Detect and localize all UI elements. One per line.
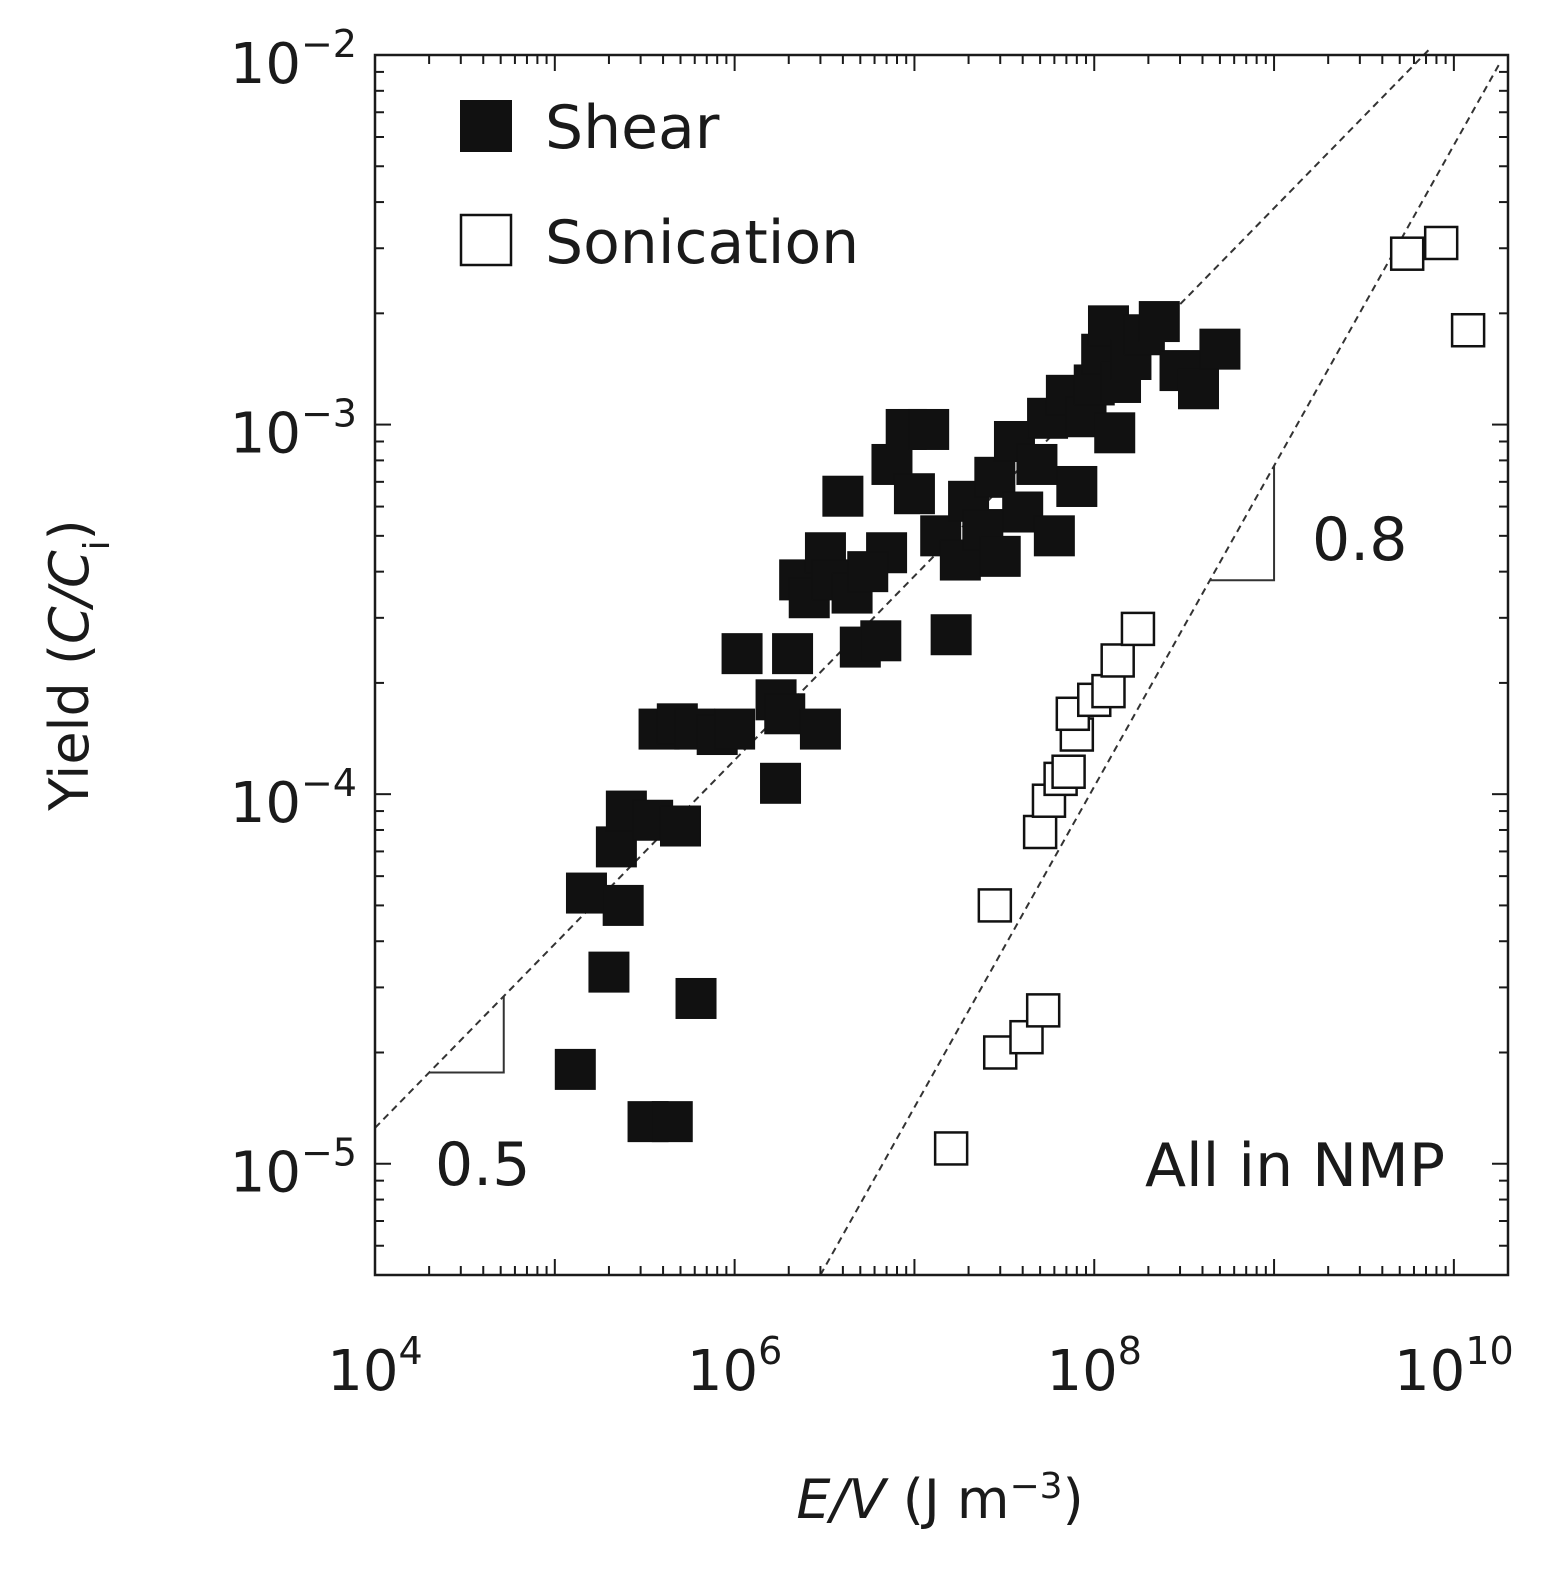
shear-point-2 xyxy=(588,951,630,993)
shear-point-49 xyxy=(1056,465,1098,507)
y-axis-title: Yield (C/Ci) xyxy=(38,519,118,812)
y-tick-label: 10−4 xyxy=(230,761,357,836)
fit-line-0.5 xyxy=(374,46,1433,1129)
shear-point-29 xyxy=(860,620,902,662)
x-tick-label: 1010 xyxy=(1394,1329,1514,1404)
y-tick-label: 10−2 xyxy=(230,22,357,97)
sonication-point-17 xyxy=(1450,312,1486,348)
shear-point-9 xyxy=(659,805,701,847)
legend-shear-label: Shear xyxy=(545,93,720,163)
x-axis-title: E/V (J m−3) xyxy=(796,1466,1083,1532)
x-tick-label: 108 xyxy=(1047,1329,1142,1404)
plot-frame xyxy=(373,53,1510,1277)
y-tick-label: 10−5 xyxy=(230,1131,357,1206)
sonication-point-16 xyxy=(1423,225,1459,261)
x-tick-label: 104 xyxy=(327,1329,422,1404)
shear-point-35 xyxy=(893,473,935,515)
shear-point-45 xyxy=(1016,443,1058,485)
shear-point-47 xyxy=(1033,515,1075,557)
shear-point-15 xyxy=(714,708,756,750)
y-tick-label: 10−3 xyxy=(230,392,357,467)
shear-point-32 xyxy=(871,443,913,485)
shear-point-19 xyxy=(764,693,806,735)
sonication-point-15 xyxy=(1389,236,1425,271)
shear-point-60 xyxy=(1177,368,1219,410)
shear-point-0 xyxy=(554,1048,596,1090)
x-tick-label: 106 xyxy=(687,1329,782,1404)
sonication-point-0 xyxy=(933,1131,969,1166)
shear-point-10 xyxy=(675,977,717,1019)
fit-lines xyxy=(374,46,1501,1276)
slope-triangle-0-8 xyxy=(1209,465,1276,582)
sonication-point-4 xyxy=(1025,993,1061,1028)
shear-point-25 xyxy=(822,475,864,517)
shear-point-61 xyxy=(1199,328,1241,370)
shear-point-41 xyxy=(974,456,1016,498)
shear-point-16 xyxy=(721,633,763,675)
data-markers xyxy=(554,225,1486,1166)
annotation-all-in-nmp: All in NMP xyxy=(1145,1131,1445,1201)
shear-point-8 xyxy=(651,1101,693,1143)
legend-shear-marker xyxy=(460,100,512,152)
shear-point-3 xyxy=(595,826,637,868)
shear-point-37 xyxy=(930,614,972,656)
shear-point-31 xyxy=(847,551,889,593)
fit-line-0.8 xyxy=(819,62,1501,1276)
slope-triangle-0-5 xyxy=(429,996,505,1074)
tick-labels: 104 106 108 1010 10−2 10−3 10−4 10−5 xyxy=(230,22,1514,1404)
sonication-point-12 xyxy=(1091,673,1126,709)
sonication-point-5 xyxy=(1022,814,1058,850)
axis-ticks xyxy=(374,54,1509,1275)
legend-sonication-marker xyxy=(459,213,513,267)
shear-point-20 xyxy=(772,633,814,675)
shear-point-58 xyxy=(1138,301,1180,343)
shear-point-42 xyxy=(979,535,1021,577)
sonication-point-1 xyxy=(977,888,1013,923)
slope-triangles xyxy=(429,465,1276,1074)
sonication-point-13 xyxy=(1100,643,1135,678)
shear-point-17 xyxy=(760,762,802,804)
shear-point-5 xyxy=(602,884,644,926)
sonication-point-14 xyxy=(1120,611,1156,647)
sonication-point-8 xyxy=(1051,754,1086,789)
shear-point-21 xyxy=(799,708,841,750)
slope-label-0-8: 0.8 xyxy=(1312,505,1407,575)
shear-point-1 xyxy=(565,872,607,914)
legend-sonication-label: Sonication xyxy=(545,208,859,278)
slope-label-0-5: 0.5 xyxy=(435,1130,530,1200)
shear-point-54 xyxy=(1094,412,1136,454)
shear-point-34 xyxy=(908,408,950,450)
legend: Shear Sonication xyxy=(459,93,859,278)
